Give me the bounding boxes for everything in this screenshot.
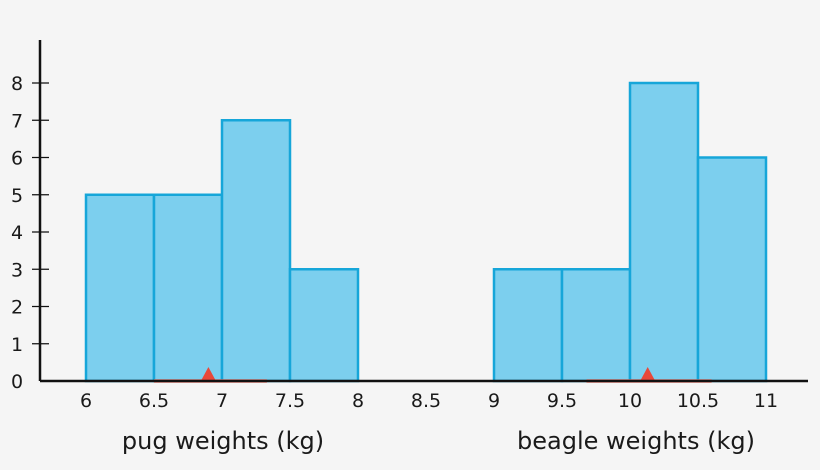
- x-axis-ticks: 6 6.5 7 7.5 8 8.5 9 9.5 10 10.5 11: [80, 390, 778, 412]
- x-tick-label: 6: [80, 390, 92, 412]
- x-tick-label: 10: [618, 390, 642, 412]
- y-tick-label: 7: [11, 110, 23, 132]
- y-tick-label: 3: [11, 259, 23, 281]
- pug-bar: [288, 268, 360, 383]
- pug-bar: [152, 193, 224, 383]
- x-tick-label: 8.5: [411, 390, 441, 412]
- beagle-bar: [696, 156, 768, 383]
- x-tick-label: 9: [488, 390, 500, 412]
- beagle-axis-title: beagle weights (kg): [517, 427, 755, 455]
- beagle-bar: [628, 81, 700, 383]
- y-tick-label: 0: [11, 371, 23, 393]
- x-tick-label: 11: [754, 390, 778, 412]
- y-tick-label: 8: [11, 73, 23, 95]
- y-tick-label: 5: [11, 185, 23, 207]
- y-tick-label: 2: [11, 297, 23, 319]
- x-tick-label: 9.5: [547, 390, 577, 412]
- beagle-mean-marker-icon: [640, 367, 655, 380]
- y-axis-ticks: 0 1 2 3 4 5 6 7 8: [11, 73, 49, 393]
- y-tick-label: 4: [11, 222, 23, 244]
- x-tick-label: 10.5: [677, 390, 719, 412]
- pug-mean-marker-icon: [201, 367, 216, 380]
- axes: [38, 40, 808, 383]
- pug-bar: [84, 193, 156, 383]
- pug-bar: [220, 119, 292, 383]
- beagle-bar: [492, 268, 564, 383]
- x-tick-label: 6.5: [139, 390, 169, 412]
- x-tick-label: 8: [352, 390, 364, 412]
- x-tick-label: 7: [216, 390, 228, 412]
- bars-group: [84, 81, 768, 383]
- beagle-bar: [560, 268, 632, 383]
- y-tick-label: 6: [11, 148, 23, 170]
- pug-axis-title: pug weights (kg): [122, 427, 324, 455]
- x-tick-label: 7.5: [275, 390, 305, 412]
- y-tick-label: 1: [11, 334, 23, 356]
